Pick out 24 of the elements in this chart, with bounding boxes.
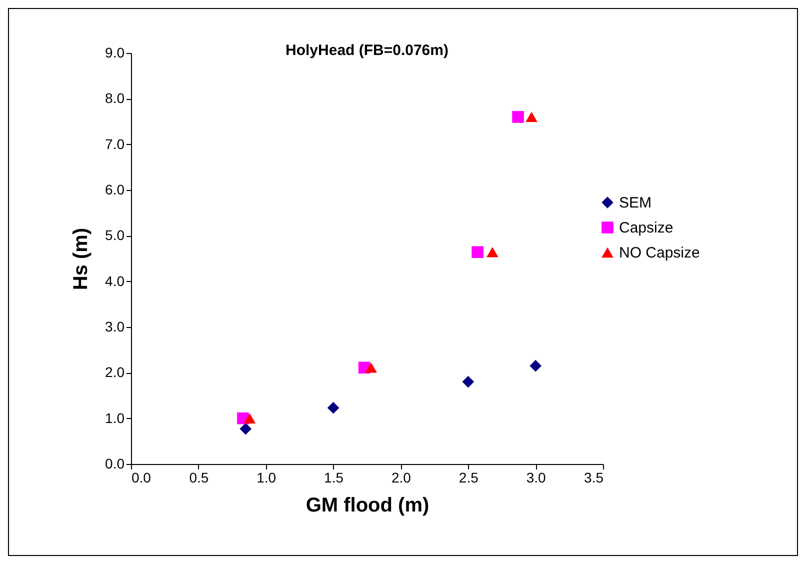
legend-label: NO Capsize <box>619 244 700 262</box>
y-tick-label: 9.0 <box>105 44 125 60</box>
y-tick-label: 0.0 <box>105 456 125 472</box>
y-tick-label: 5.0 <box>105 227 125 244</box>
x-axis-title: GM flood (m) <box>306 494 430 516</box>
x-tick-label: 0.5 <box>189 470 209 486</box>
x-tick-label: 2.0 <box>391 470 412 486</box>
y-axis-title: Hs (m) <box>70 228 92 290</box>
y-tick-label: 7.0 <box>105 136 125 152</box>
chart-title: HolyHead (FB=0.076m) <box>286 42 448 59</box>
x-tick-label: 0.0 <box>132 470 152 486</box>
y-tick-label: 6.0 <box>105 182 125 198</box>
x-tick-label: 3.5 <box>584 470 604 486</box>
y-tick-label: 1.0 <box>105 410 125 426</box>
legend-label: Capsize <box>619 220 674 236</box>
y-tick-label: 2.0 <box>105 364 125 380</box>
x-tick-label: 3.0 <box>526 470 546 486</box>
x-tick-label: 2.5 <box>458 470 479 486</box>
y-tick-label: 8.0 <box>105 90 125 106</box>
x-tick-label: 1.0 <box>256 470 276 486</box>
y-tick-label: 4.0 <box>105 272 125 289</box>
y-tick-label: 3.0 <box>105 318 125 334</box>
x-tick-label: 1.5 <box>324 470 344 486</box>
legend-label: SEM <box>619 194 652 212</box>
